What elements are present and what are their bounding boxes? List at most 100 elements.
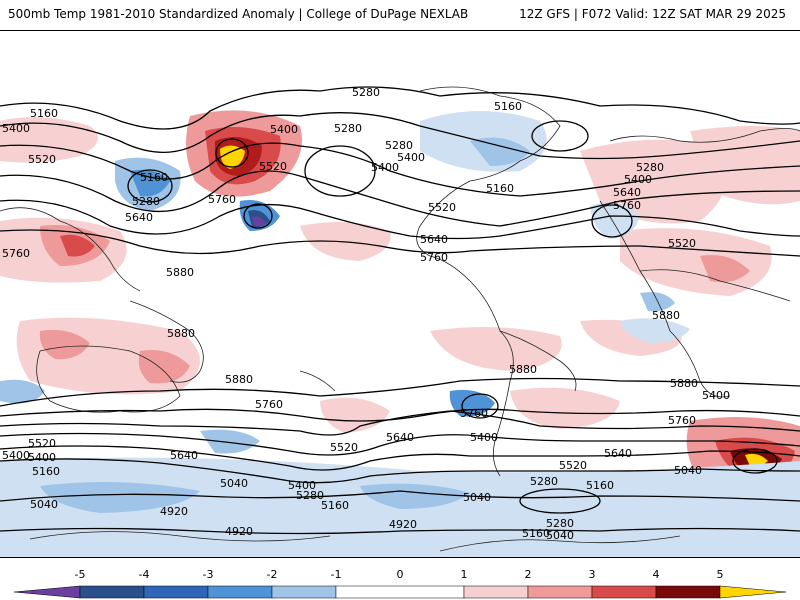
height-contour [0, 86, 800, 130]
coastline [299, 370, 336, 392]
coastline [29, 531, 331, 542]
contour-label: 5520 [330, 441, 358, 454]
contour-label: 5520 [428, 201, 456, 214]
contour-label: 5880 [509, 363, 537, 376]
height-contour [0, 445, 800, 471]
contour-label: 5880 [652, 309, 680, 322]
warm-anomaly-region [700, 255, 750, 283]
cool-anomaly-region [0, 379, 45, 404]
legend-swatch [79, 585, 145, 599]
legend-swatch [655, 585, 721, 599]
contour-label: 4920 [389, 518, 417, 531]
coastlines [0, 86, 800, 552]
legend-tick-label: -4 [138, 568, 150, 581]
contour-label: 5040 [30, 498, 58, 511]
legend-colorbar [13, 585, 787, 599]
cool-anomaly-region [620, 318, 690, 343]
hot-core [220, 145, 245, 169]
contour-label: 5160 [32, 465, 60, 478]
warm-anomaly-region [39, 329, 90, 360]
contour-label: 5400 [2, 449, 30, 462]
legend-swatch [271, 585, 337, 599]
legend-swatch [13, 585, 81, 599]
contour-label: 5040 [674, 464, 702, 477]
contour-label: 5760 [460, 407, 488, 420]
legend-tick-label: 1 [460, 568, 468, 581]
contour-label: 4920 [160, 505, 188, 518]
map-title: 500mb Temp 1981-2010 Standardized Anomal… [8, 7, 469, 21]
contour-label: 5880 [225, 373, 253, 386]
legend-tick-label: 0 [396, 568, 404, 581]
contour-label: 5760 [255, 398, 283, 411]
contour-label: 5040 [546, 529, 574, 542]
height-contour [0, 527, 800, 535]
contour-label: 5400 [397, 151, 425, 164]
height-contour [0, 490, 800, 502]
contour-label: 5400 [28, 451, 56, 464]
contour-label: 5760 [420, 251, 448, 264]
coastline [439, 535, 681, 552]
height-contour [519, 488, 601, 514]
contour-label: 5280 [636, 161, 664, 174]
anomaly-legend: -5 -4 -3 -2 -1 0 1 2 3 4 5 [0, 568, 800, 600]
legend-tick-label: 4 [652, 568, 660, 581]
legend-tick-labels: -5 -4 -3 -2 -1 0 1 2 3 4 5 [0, 568, 800, 582]
height-contour [0, 170, 800, 227]
cool-anomaly-region [470, 137, 530, 166]
height-contour [0, 432, 800, 456]
contour-label: 5400 [2, 122, 30, 135]
height-contour [531, 120, 589, 152]
contour-label: 5520 [668, 237, 696, 250]
contour-label: 5160 [522, 527, 550, 540]
contour-label: 5760 [613, 199, 641, 212]
warm-anomaly-region [690, 126, 800, 205]
contour-label: 5640 [420, 233, 448, 246]
contour-label: 5520 [28, 153, 56, 166]
contour-label: 5400 [371, 161, 399, 174]
contour-label: 5880 [670, 377, 698, 390]
warm-anomaly-region [510, 387, 620, 429]
height-contour [127, 169, 173, 203]
coastline [469, 280, 514, 477]
map-panel: 5280 5160 5160 5400 5520 5160 5280 5400 … [0, 30, 800, 558]
contour-label: 5640 [604, 447, 632, 460]
coastline [499, 330, 577, 392]
coastline [129, 300, 204, 383]
contour-label: 5400 [702, 389, 730, 402]
warm-anomaly-region [138, 350, 190, 384]
warm-anomaly-region [580, 139, 727, 224]
cool-anomaly-region [252, 216, 266, 227]
coastline [639, 269, 791, 302]
height-contour [461, 393, 499, 419]
contour-label: 5280 [352, 86, 380, 99]
contour-label: 5280 [132, 195, 160, 208]
contour-label: 5640 [386, 431, 414, 444]
coastline [609, 128, 800, 143]
cool-anomaly-shading [0, 111, 800, 557]
contour-label: 5280 [334, 122, 362, 135]
height-contour [0, 199, 800, 240]
legend-tick-label: 3 [588, 568, 596, 581]
coastline [36, 345, 181, 413]
contour-label: 5160 [494, 100, 522, 113]
legend-swatch [719, 585, 787, 599]
cool-anomaly-region [130, 169, 170, 197]
warm-anomaly-shading [0, 110, 800, 502]
model-run-info: 12Z GFS | F072 Valid: 12Z SAT MAR 29 202… [519, 7, 786, 21]
contour-label: 5280 [296, 489, 324, 502]
cool-anomaly-region [40, 482, 200, 513]
legend-swatch [335, 585, 465, 599]
contour-label: 5280 [385, 139, 413, 152]
legend-tick-label: -5 [74, 568, 86, 581]
contour-label: 5760 [668, 414, 696, 427]
title-bar: 500mb Temp 1981-2010 Standardized Anomal… [0, 0, 800, 28]
warm-anomaly-region [60, 234, 95, 257]
legend-swatch [207, 585, 273, 599]
legend-swatch [463, 585, 529, 599]
height-contour [0, 142, 800, 197]
contour-label: 5400 [270, 123, 298, 136]
height-contour [0, 458, 800, 484]
contour-label: 5520 [28, 437, 56, 450]
contour-label: 5520 [559, 459, 587, 472]
contour-labels: 5280 5160 5160 5400 5520 5160 5280 5400 … [2, 86, 730, 542]
